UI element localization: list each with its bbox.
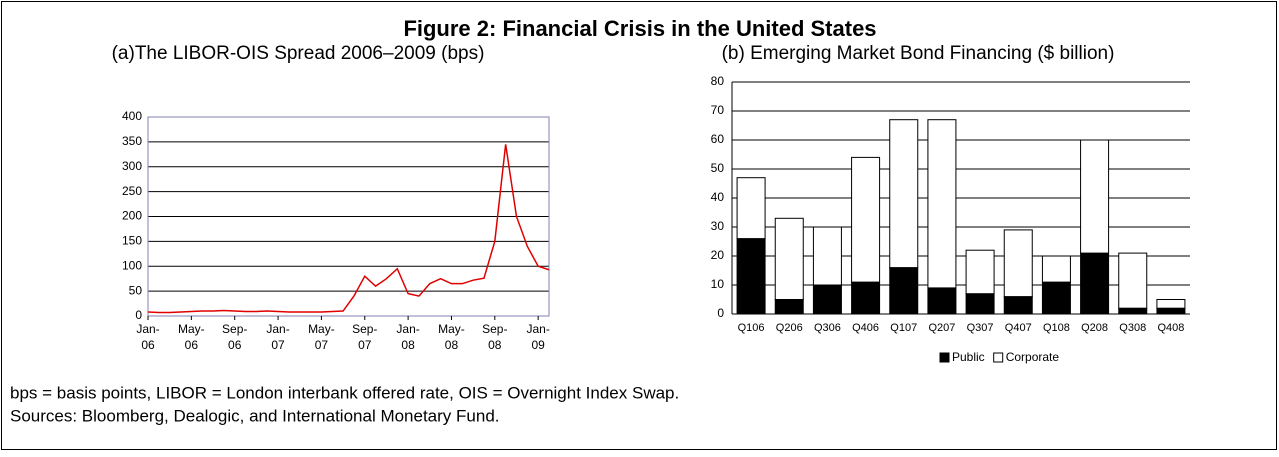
bar-segment <box>851 281 881 315</box>
bar-segment <box>1118 252 1148 309</box>
y-tick-label: 70 <box>711 103 725 117</box>
y-tick-label: 50 <box>129 283 143 297</box>
y-tick-label: 50 <box>711 161 725 175</box>
x-tick-label: Sep-08 <box>482 322 507 352</box>
bar-segment <box>1156 307 1186 315</box>
y-tick-label: 30 <box>711 219 725 233</box>
y-tick-label: 0 <box>135 308 142 322</box>
x-tick-label: May-07 <box>308 322 335 352</box>
y-tick-label: 400 <box>122 109 142 123</box>
note: bps = basis points, LIBOR = London inter… <box>10 383 679 402</box>
x-tick-label: Q106 <box>738 322 765 334</box>
bar-segment <box>927 119 957 289</box>
x-tick-label: Q108 <box>1043 322 1070 334</box>
bar-segment <box>812 284 842 315</box>
y-tick-label: 80 <box>711 74 725 88</box>
bar-segment <box>1080 139 1110 254</box>
x-tick-label: Sep-06 <box>222 322 247 352</box>
figure-title: Figure 2: Financial Crisis in the United… <box>403 16 876 41</box>
x-tick-label: Jan-09 <box>526 322 549 352</box>
bar-segment <box>1041 255 1071 283</box>
y-tick-label: 350 <box>122 134 142 148</box>
y-tick-label: 250 <box>122 184 142 198</box>
bar-segment <box>1003 296 1033 315</box>
x-tick-label: May-08 <box>438 322 465 352</box>
legend-label: Corporate <box>1006 350 1060 364</box>
bar-segment <box>1118 307 1148 315</box>
note: Sources: Bloomberg, Dealogic, and Intern… <box>10 406 500 425</box>
x-tick-label: Q306 <box>814 322 841 334</box>
y-tick-label: 0 <box>717 306 724 320</box>
bar-segment <box>1003 229 1033 298</box>
x-tick-label: Q408 <box>1157 322 1184 334</box>
y-tick-label: 60 <box>711 132 725 146</box>
x-tick-label: Jan-06 <box>136 322 159 352</box>
x-tick-label: May-06 <box>178 322 205 352</box>
x-tick-label: Sep-07 <box>352 322 377 352</box>
y-tick-label: 40 <box>711 190 725 204</box>
line <box>147 144 550 314</box>
y-tick-label: 100 <box>122 258 142 272</box>
bar-segment <box>965 293 995 315</box>
chart-title: (a)The LIBOR-OIS Spread 2006–2009 (bps) <box>112 43 485 64</box>
legend-label: Public <box>952 350 985 364</box>
x-tick-label: Q308 <box>1119 322 1146 334</box>
x-tick-label: Q407 <box>1005 322 1032 334</box>
y-tick-label: 150 <box>122 234 142 248</box>
bar-segment <box>1041 281 1071 315</box>
bar-segment <box>812 226 842 286</box>
x-tick-label: Jan-08 <box>396 322 419 352</box>
bar-segment <box>736 238 766 315</box>
plot-border <box>147 116 550 317</box>
x-tick-label: Jan-07 <box>266 322 289 352</box>
y-tick-label: 20 <box>711 248 725 262</box>
chart-title: (b) Emerging Market Bond Financing ($ bi… <box>722 43 1115 64</box>
bar-segment <box>1156 299 1186 309</box>
x-tick-label: Q208 <box>1081 322 1108 334</box>
bar-segment <box>889 119 919 269</box>
bar-segment <box>736 177 766 240</box>
bar-segment <box>1080 252 1110 315</box>
y-tick-label: 200 <box>122 209 142 223</box>
bar-segment <box>774 299 804 315</box>
x-tick-label: Q206 <box>776 322 803 334</box>
bar-segment <box>889 267 919 315</box>
y-tick-label: 10 <box>711 277 725 291</box>
x-tick-label: Q107 <box>890 322 917 334</box>
bar-segment <box>851 156 881 283</box>
x-tick-label: Q207 <box>928 322 955 334</box>
x-tick-label: Q406 <box>852 322 879 334</box>
bar-segment <box>774 217 804 300</box>
bar-segment <box>965 249 995 295</box>
legend-swatch <box>993 352 1004 363</box>
x-tick-label: Q307 <box>967 322 994 334</box>
y-tick-label: 300 <box>122 159 142 173</box>
legend-swatch <box>939 352 950 363</box>
bar-segment <box>927 287 957 315</box>
